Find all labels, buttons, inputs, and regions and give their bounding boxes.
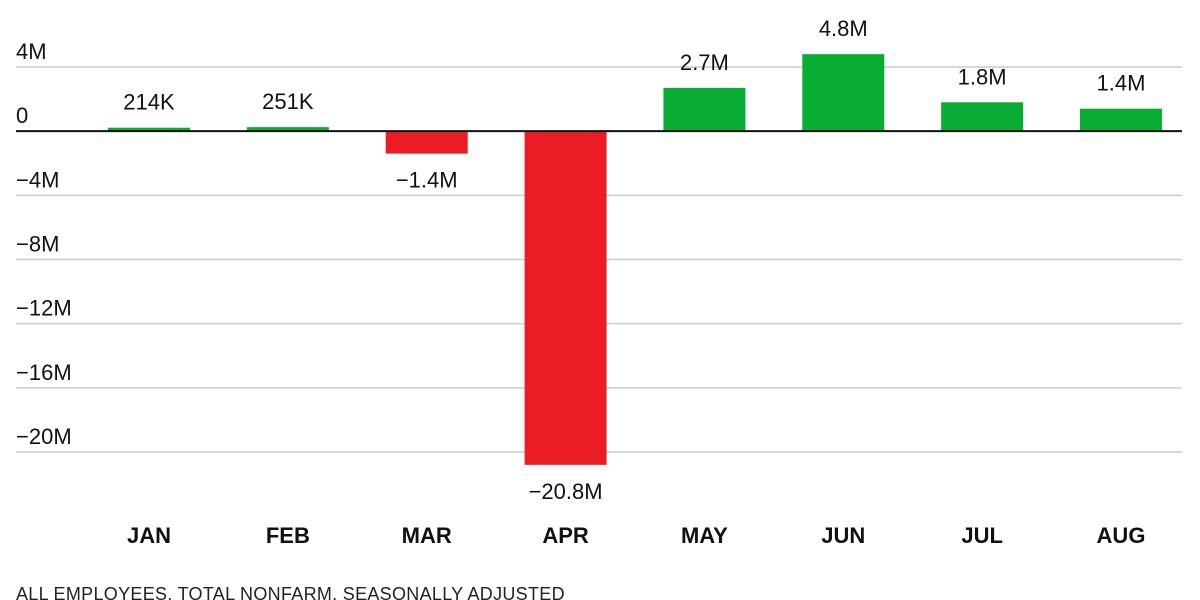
x-category-label: MAY xyxy=(681,523,728,548)
data-label: 1.4M xyxy=(1097,71,1146,96)
x-category-label: AUG xyxy=(1097,523,1146,548)
data-labels: 214K 251K −1.4M −20.8M 2.7M 4.8M 1.8M 1.4M xyxy=(123,16,1145,504)
data-label: 4.8M xyxy=(819,16,868,41)
data-label: −1.4M xyxy=(396,168,458,193)
y-axis-tick-labels: 4M 0 −4M −8M −12M −16M −20M xyxy=(16,39,72,449)
data-label: 251K xyxy=(262,89,314,114)
x-category-label: JAN xyxy=(127,523,171,548)
bar-mar xyxy=(385,131,468,154)
bar-feb xyxy=(246,127,329,132)
bar-jul xyxy=(941,102,1024,132)
x-category-label: APR xyxy=(542,523,589,548)
x-category-label: FEB xyxy=(266,523,310,548)
y-tick-label: −16M xyxy=(16,360,72,385)
x-category-label: JUN xyxy=(821,523,865,548)
data-label: 214K xyxy=(123,90,175,115)
y-tick-label: 4M xyxy=(16,39,47,64)
bar-jun xyxy=(802,54,885,132)
data-label: 2.7M xyxy=(680,50,729,75)
x-category-label: JUL xyxy=(961,523,1003,548)
bars xyxy=(108,54,1162,465)
bar-may xyxy=(663,87,746,132)
chart-footnote: ALL EMPLOYEES, TOTAL NONFARM, SEASONALLY… xyxy=(16,584,565,600)
y-tick-label: −20M xyxy=(16,424,72,449)
y-tick-label: −12M xyxy=(16,296,72,321)
x-category-label: MAR xyxy=(402,523,452,548)
data-label: −20.8M xyxy=(529,479,603,504)
data-label: 1.8M xyxy=(958,64,1007,89)
y-tick-label: 0 xyxy=(16,103,28,128)
bar-jan xyxy=(108,127,190,132)
bar-aug xyxy=(1080,108,1162,132)
y-tick-label: −8M xyxy=(16,232,59,257)
bar-apr xyxy=(524,131,607,465)
x-axis-category-labels: JAN FEB MAR APR MAY JUN JUL AUG xyxy=(127,523,1145,548)
y-tick-label: −4M xyxy=(16,167,59,192)
